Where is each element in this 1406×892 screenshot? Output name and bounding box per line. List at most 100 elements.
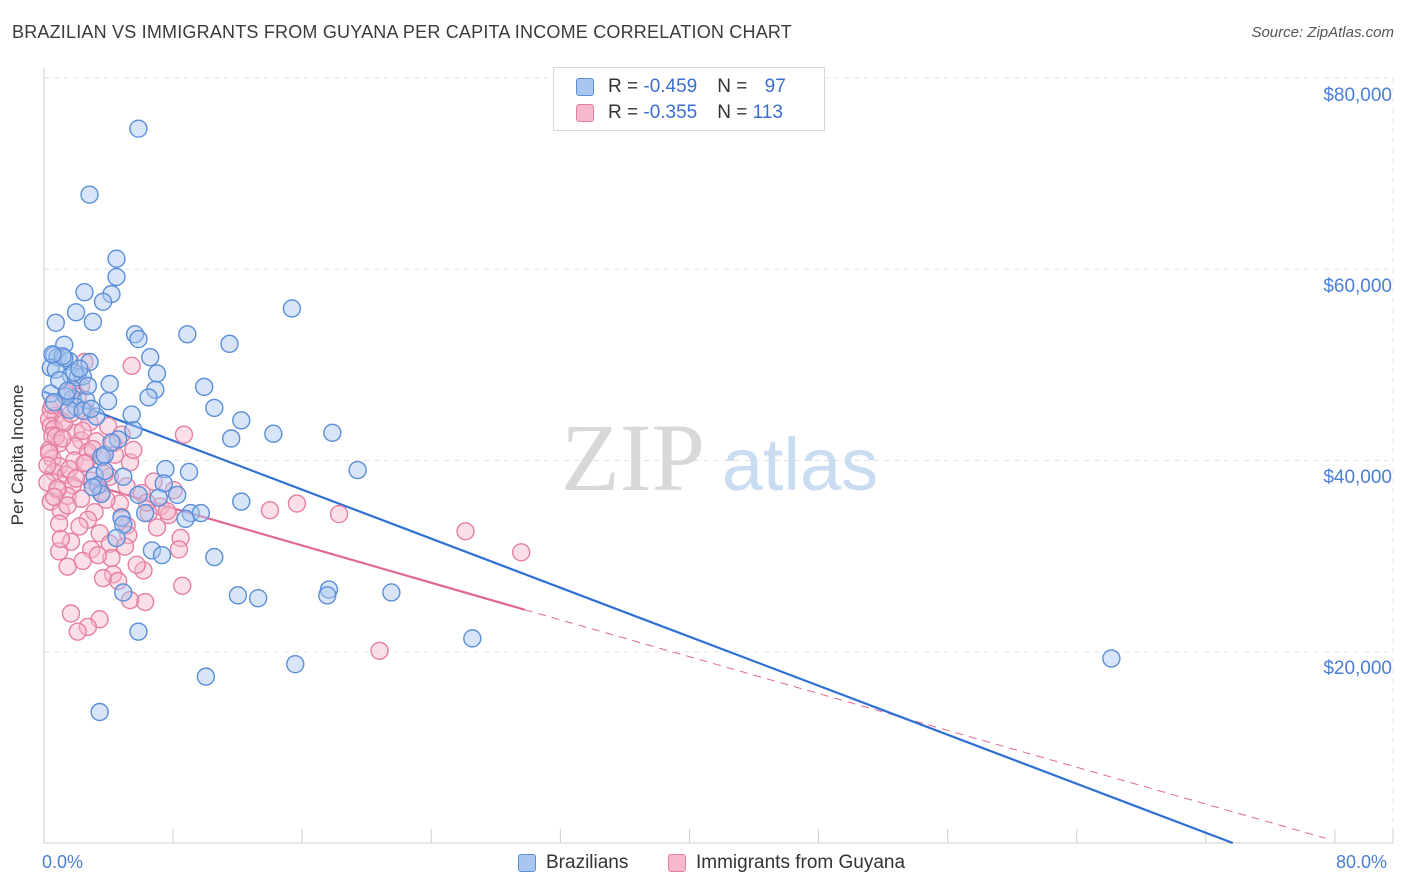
point-brazilians [282,299,302,318]
point-immigrants-from-guyana [124,440,143,460]
correlation-legend: R = -0.459 N = 97 R = -0.355 N = 113 [553,67,825,131]
point-brazilians [463,629,482,648]
point-brazilians [129,622,148,641]
point-brazilians [46,313,66,332]
point-brazilians [107,249,126,268]
legend-n-label: N = [717,76,753,97]
point-brazilians [135,503,155,523]
bottom-legend-guyana[interactable]: Immigrants from Guyana [668,852,905,874]
point-immigrants-from-guyana [93,568,113,588]
point-brazilians [70,359,89,378]
point-immigrants-from-guyana [58,496,77,515]
point-immigrants-from-guyana [43,395,62,415]
point-immigrants-from-guyana [456,522,475,541]
point-immigrants-from-guyana [97,490,116,509]
point-immigrants-from-guyana [119,525,138,545]
y-tick-80000: $80,000 [1323,85,1392,106]
point-brazilians [85,466,104,485]
point-immigrants-from-guyana [169,540,189,559]
point-brazilians [124,420,143,440]
point-immigrants-from-guyana [44,487,64,507]
legend-swatch-blue [576,77,594,96]
point-brazilians [205,398,224,418]
point-immigrants-from-guyana [61,532,81,551]
point-brazilians [98,392,118,411]
point-immigrants-from-guyana [53,429,72,448]
axes [43,68,1394,844]
point-brazilians [107,267,126,287]
point-brazilians [149,488,168,507]
point-brazilians [100,374,119,394]
watermark-atlas: atlas [722,423,878,506]
series-brazilians [41,119,1121,722]
point-brazilians [75,283,94,302]
trend-line-guyana-extension [524,609,1326,839]
point-immigrants-from-guyana [173,576,192,595]
point-brazilians [95,461,114,481]
point-brazilians [323,423,342,442]
point-immigrants-from-guyana [108,571,128,591]
grid-lines [44,77,1394,843]
source-label: Source: ZipAtlas.com [1251,24,1394,41]
point-brazilians [66,303,86,322]
point-immigrants-from-guyana [135,592,155,612]
point-brazilians [232,411,251,430]
chart-title: BRAZILIAN VS IMMIGRANTS FROM GUYANA PER … [12,22,792,42]
point-brazilians [196,667,216,686]
point-brazilians [286,654,305,674]
point-immigrants-from-guyana [78,617,98,637]
point-immigrants-from-guyana [70,517,89,536]
point-immigrants-from-guyana [51,529,71,549]
point-brazilians [232,492,251,511]
point-brazilians [318,586,337,605]
trend-line-brazilians [43,390,1234,845]
legend-r-value: -0.355 [643,102,698,123]
point-immigrants-from-guyana [110,494,130,513]
point-immigrants-from-guyana [68,622,87,641]
point-brazilians [178,325,197,344]
watermark-zip: ZIP [561,404,705,511]
point-immigrants-from-guyana [56,465,76,485]
point-immigrants-from-guyana [127,555,146,574]
point-brazilians [191,503,211,523]
point-immigrants-from-guyana [370,641,389,660]
point-brazilians [248,589,268,608]
point-brazilians [382,583,401,602]
y-tick-20000: $20,000 [1323,658,1392,679]
bottom-legend-brazilians[interactable]: Brazilians [518,852,628,874]
point-brazilians [129,119,148,138]
legend-n-value: 113 [752,102,783,123]
point-brazilians [168,485,187,505]
point-brazilians [80,185,99,204]
point-immigrants-from-guyana [61,604,81,623]
point-brazilians [122,405,141,424]
point-immigrants-from-guyana [66,469,86,488]
y-axis-label: Per Capita Income [8,384,27,526]
point-brazilians [176,509,195,529]
legend-r-label: R = [608,102,644,123]
point-brazilians [156,459,175,479]
point-brazilians [141,348,160,367]
point-brazilians [102,433,121,452]
legend-row-guyana: R = -0.355 N = 113 [576,101,783,125]
bottom-legend-swatch-blue [518,853,536,872]
point-immigrants-from-guyana [171,528,190,548]
point-brazilians [43,345,62,364]
point-brazilians [181,503,200,523]
legend-swatch-pink [576,103,594,122]
point-brazilians [228,586,248,605]
point-brazilians [114,467,133,486]
watermark: ZIP atlas [561,404,878,511]
point-brazilians [83,312,103,332]
point-brazilians [142,541,162,560]
point-immigrants-from-guyana [260,501,280,520]
point-brazilians [129,485,148,505]
point-brazilians [90,702,109,722]
point-immigrants-from-guyana [73,551,92,571]
point-brazilians [147,364,167,383]
legend-r-value: -0.459 [643,76,698,97]
point-brazilians [205,547,224,567]
point-immigrants-from-guyana [329,504,349,524]
bottom-legend-swatch-pink [668,853,686,872]
